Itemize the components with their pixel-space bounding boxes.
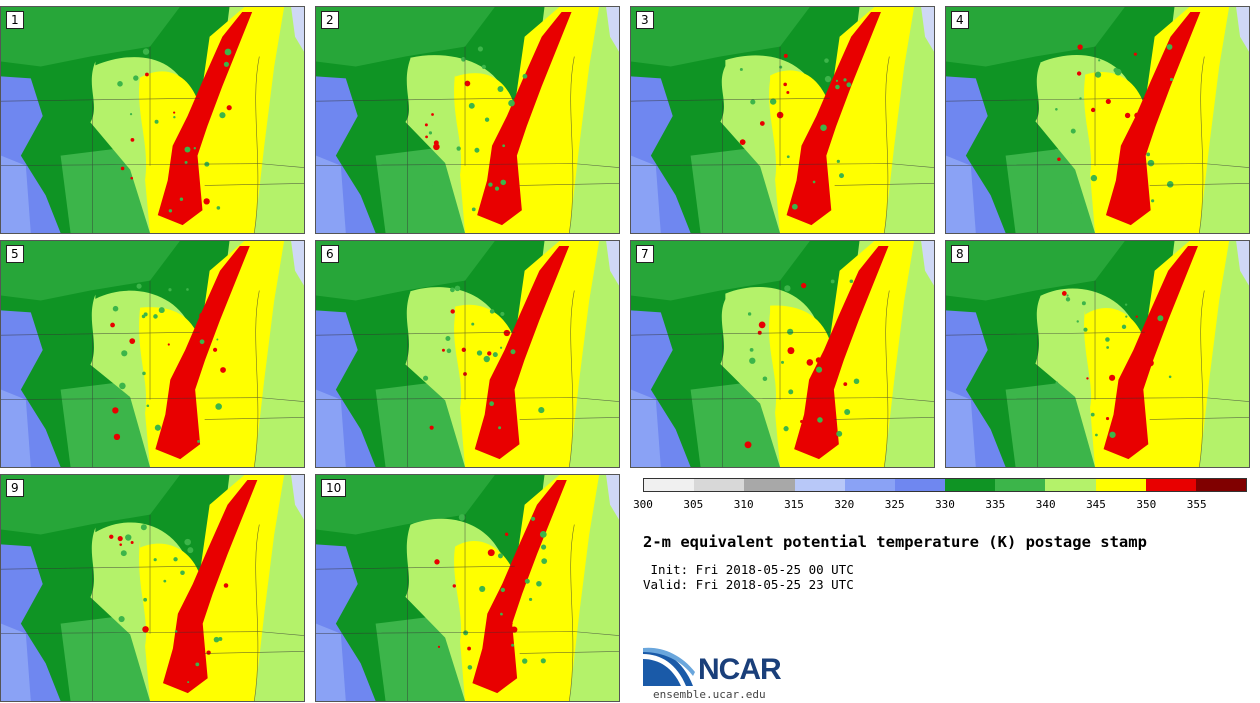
site-url: ensemble.ucar.edu <box>653 688 766 701</box>
colorbar-tick-label: 355 <box>1186 498 1207 511</box>
map-panel: 10 <box>315 474 620 702</box>
equivalent-potential-temperature-map <box>316 241 619 467</box>
colorbar-segment <box>1195 479 1247 491</box>
colorbar-tick-label: 310 <box>733 498 754 511</box>
equivalent-potential-temperature-map <box>1 7 304 233</box>
map-panel: 2 <box>315 6 620 234</box>
colorbar-tick-label: 320 <box>834 498 855 511</box>
colorbar-tick-label: 340 <box>1035 498 1056 511</box>
panel-member-label: 9 <box>6 479 24 497</box>
colorbar-ticks: 300 305 310 315 320 325 330 335 340 345 350 355 <box>633 498 1247 512</box>
colorbar-segment <box>694 479 745 491</box>
colorbar-segment <box>794 479 845 491</box>
map-panel: 6 <box>315 240 620 468</box>
panel-member-label: 7 <box>636 245 654 263</box>
panel-member-label: 3 <box>636 11 654 29</box>
figure-title: 2-m equivalent potential temperature (K)… <box>643 533 1147 551</box>
map-panel: 7 <box>630 240 935 468</box>
equivalent-potential-temperature-map <box>1 475 304 701</box>
colorbar-segment <box>844 479 895 491</box>
colorbar-segment <box>1145 479 1196 491</box>
equivalent-potential-temperature-map <box>316 7 619 233</box>
colorbar-tick-label: 300 <box>633 498 653 511</box>
map-panel: 8 <box>945 240 1250 468</box>
colorbar-tick-label: 330 <box>935 498 955 511</box>
panel-member-label: 6 <box>321 245 339 263</box>
colorbar-segment <box>995 479 1046 491</box>
colorbar-tick-label: 350 <box>1136 498 1157 511</box>
map-panel: 1 <box>0 6 305 234</box>
panel-member-label: 10 <box>321 479 347 497</box>
ncar-logo-text: NCAR <box>698 653 782 686</box>
colorbar-segment <box>644 479 695 491</box>
map-panel: 5 <box>0 240 305 468</box>
panel-member-label: 5 <box>6 245 24 263</box>
colorbar-tick-label: 335 <box>985 498 1006 511</box>
equivalent-potential-temperature-map <box>946 241 1249 467</box>
panel-member-label: 4 <box>951 11 969 29</box>
panel-member-label: 8 <box>951 245 969 263</box>
equivalent-potential-temperature-map <box>631 7 934 233</box>
equivalent-potential-temperature-map <box>316 475 619 701</box>
colorbar-tick-label: 345 <box>1086 498 1106 511</box>
colorbar-segment <box>894 479 946 491</box>
map-panel: 9 <box>0 474 305 702</box>
equivalent-potential-temperature-map <box>1 241 304 467</box>
colorbar <box>643 478 1247 492</box>
equivalent-potential-temperature-map <box>946 7 1249 233</box>
colorbar-segment <box>945 479 996 491</box>
colorbar-tick-label: 305 <box>683 498 704 511</box>
panel-member-label: 1 <box>6 11 24 29</box>
map-panel: 4 <box>945 6 1250 234</box>
colorbar-segment <box>1045 479 1096 491</box>
colorbar-tick-label: 315 <box>784 498 804 511</box>
equivalent-potential-temperature-map <box>631 241 934 467</box>
map-panel: 3 <box>630 6 935 234</box>
colorbar-segment <box>744 479 795 491</box>
init-time: Init: Fri 2018-05-25 00 UTC <box>643 562 854 577</box>
valid-time: Valid: Fri 2018-05-25 23 UTC <box>643 577 854 592</box>
colorbar-tick-label: 325 <box>884 498 905 511</box>
panel-member-label: 2 <box>321 11 339 29</box>
colorbar-segment <box>1095 479 1146 491</box>
ncar-logo-icon <box>643 647 695 686</box>
